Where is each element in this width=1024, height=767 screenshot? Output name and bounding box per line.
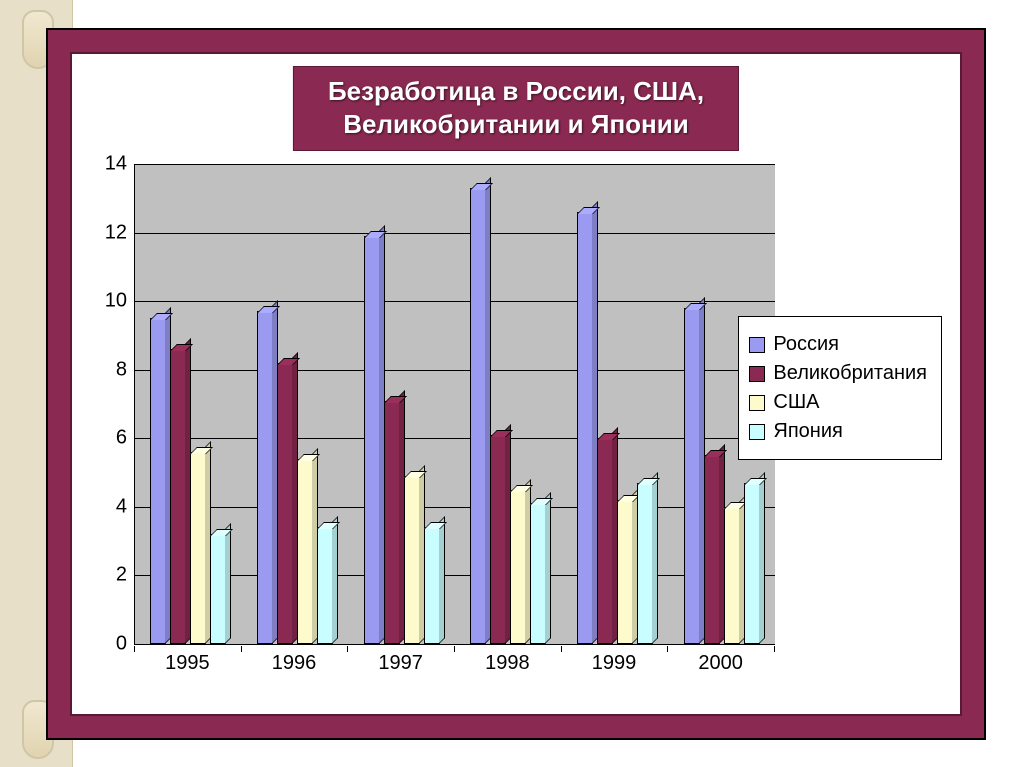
bar-russia	[684, 308, 700, 644]
bar-japan	[317, 527, 333, 644]
legend-label: Япония	[773, 420, 842, 443]
bar-usa	[190, 452, 206, 644]
bar-uk	[170, 349, 186, 644]
bar-russia	[364, 236, 380, 644]
slide-inner-frame: Безработица в России, США, Великобритани…	[70, 52, 962, 716]
chart: 02468101214 199519961997199819992000 Рос…	[84, 156, 948, 698]
page: Безработица в России, США, Великобритани…	[0, 0, 1024, 767]
bar-japan	[744, 483, 760, 644]
plot-region: 02468101214	[134, 164, 774, 644]
legend-item: Великобритания	[749, 362, 927, 385]
bar-uk	[597, 438, 613, 644]
legend-label: США	[773, 391, 819, 414]
legend-swatch	[749, 424, 765, 440]
legend-swatch	[749, 337, 765, 353]
bar-russia	[257, 311, 273, 644]
bar-group	[135, 164, 242, 644]
bar-japan	[210, 534, 226, 644]
y-tick-label: 2	[116, 564, 127, 587]
x-tick	[774, 646, 775, 652]
bar-russia	[577, 212, 593, 644]
x-tick	[347, 646, 348, 652]
bar-japan	[530, 503, 546, 644]
x-tick	[454, 646, 455, 652]
legend-item: Россия	[749, 333, 927, 356]
y-tick-label: 4	[116, 495, 127, 518]
x-tick-label: 1995	[165, 652, 210, 675]
chart-title-line1: Безработица в России, США,	[328, 75, 704, 108]
bar-group	[348, 164, 455, 644]
bar-russia	[150, 318, 166, 644]
x-tick-label: 1997	[378, 652, 423, 675]
legend-swatch	[749, 395, 765, 411]
bar-usa	[724, 507, 740, 644]
bar-russia	[470, 188, 486, 644]
x-tick	[134, 646, 135, 652]
x-axis: 1995 1996 1997 1998 1999 2000	[134, 646, 774, 676]
legend-item: США	[749, 391, 927, 414]
bar-usa	[404, 476, 420, 644]
plot-area: 02468101214	[134, 164, 775, 645]
x-tick	[241, 646, 242, 652]
x-tick	[667, 646, 668, 652]
legend: Россия Великобритания США Япония	[738, 316, 942, 460]
bar-japan	[424, 527, 440, 644]
bar-uk	[277, 363, 293, 644]
chart-title-box: Безработица в России, США, Великобритани…	[293, 66, 739, 151]
x-tick-label: 1999	[592, 652, 637, 675]
slide-outer-frame: Безработица в России, США, Великобритани…	[46, 28, 986, 740]
x-tick-label: 1996	[272, 652, 317, 675]
bar-group	[455, 164, 562, 644]
y-tick-label: 6	[116, 427, 127, 450]
legend-label: Великобритания	[773, 362, 927, 385]
y-tick-label: 8	[116, 358, 127, 381]
y-tick-label: 12	[105, 221, 127, 244]
bar-group	[242, 164, 349, 644]
y-tick-label: 10	[105, 290, 127, 313]
x-tick	[561, 646, 562, 652]
bar-group	[562, 164, 669, 644]
bar-japan	[637, 483, 653, 644]
legend-swatch	[749, 366, 765, 382]
chart-title-line2: Великобритании и Японии	[328, 108, 704, 141]
bar-uk	[490, 435, 506, 644]
bar-usa	[297, 459, 313, 644]
bar-uk	[704, 455, 720, 644]
bar-usa	[510, 490, 526, 644]
y-tick-label: 14	[105, 153, 127, 176]
x-tick-label: 1998	[485, 652, 530, 675]
bar-uk	[384, 401, 400, 644]
x-tick-label: 2000	[698, 652, 743, 675]
legend-item: Япония	[749, 420, 927, 443]
bar-usa	[617, 500, 633, 644]
y-tick-label: 0	[116, 633, 127, 656]
legend-label: Россия	[773, 333, 839, 356]
